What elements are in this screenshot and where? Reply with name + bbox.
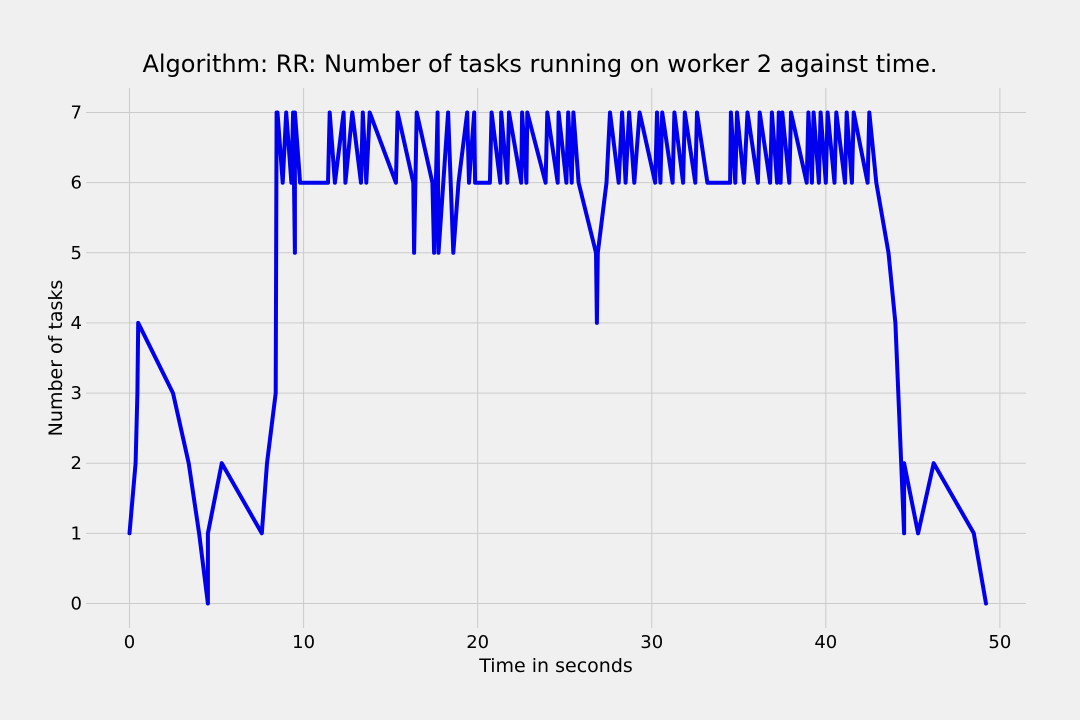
y-tick-label: 2 [71,453,82,474]
y-tick-label: 7 [71,103,82,124]
y-tick-label: 6 [71,173,82,194]
x-tick-label: 30 [640,632,663,653]
y-tick-label: 4 [71,313,82,334]
y-tick-label: 5 [71,243,82,264]
x-tick-label: 40 [814,632,837,653]
y-tick-label: 3 [71,383,82,404]
chart-title: Algorithm: RR: Number of tasks running o… [142,50,937,78]
y-axis-label: Number of tasks [45,280,67,437]
y-tick-label: 0 [71,593,82,614]
x-tick-label: 20 [466,632,489,653]
x-axis-label: Time in seconds [478,655,633,677]
series-line-1 [127,110,988,606]
x-tick-label: 50 [988,632,1011,653]
tick-labels: 0 10 20 30 40 50 0 1 2 3 4 5 6 7 [71,103,1012,653]
y-tick-label: 1 [71,523,82,544]
x-tick-label: 10 [292,632,315,653]
series-group [127,110,988,606]
x-tick-label: 0 [124,632,135,653]
